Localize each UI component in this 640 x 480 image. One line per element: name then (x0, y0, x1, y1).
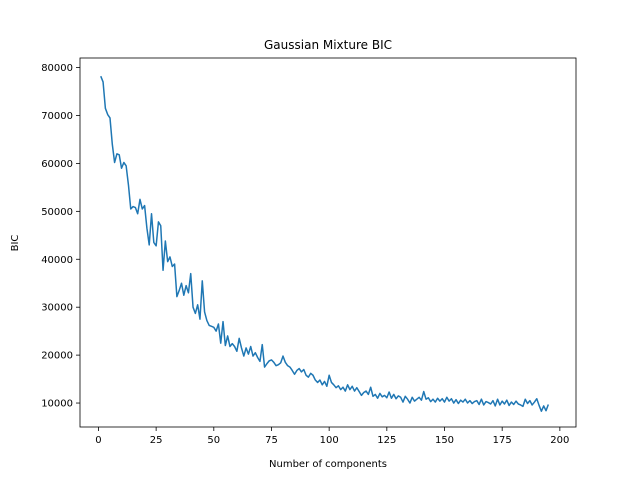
x-tick-label: 75 (265, 435, 278, 446)
x-axis: 0 25 50 75 100 125 150 175 200 (95, 427, 569, 446)
x-tick-label: 150 (435, 435, 454, 446)
y-tick-label: 50000 (41, 207, 73, 218)
y-tick-label: 40000 (41, 255, 73, 266)
plot-area (100, 75, 550, 412)
y-tick-label: 30000 (41, 303, 73, 314)
x-axis-label: Number of components (269, 459, 387, 470)
x-tick-label: 100 (320, 435, 339, 446)
y-tick-label: 70000 (41, 111, 73, 122)
y-tick-label: 60000 (41, 159, 73, 170)
x-tick-label: 50 (207, 435, 220, 446)
y-tick-label: 10000 (41, 399, 73, 410)
x-tick-label: 0 (95, 435, 101, 446)
series-line (100, 75, 550, 412)
x-tick-label: 125 (377, 435, 396, 446)
x-tick-label: 25 (150, 435, 163, 446)
y-tick-label: 80000 (41, 63, 73, 74)
x-tick-label: 200 (550, 435, 569, 446)
y-axis: 10000 20000 30000 40000 50000 60000 70000 80000 (41, 63, 80, 410)
plot-frame (79, 57, 577, 428)
chart-title: Gaussian Mixture BIC (264, 38, 392, 52)
y-tick-label: 20000 (41, 351, 73, 362)
x-tick-label: 175 (493, 435, 512, 446)
y-axis-label: BIC (10, 235, 21, 252)
